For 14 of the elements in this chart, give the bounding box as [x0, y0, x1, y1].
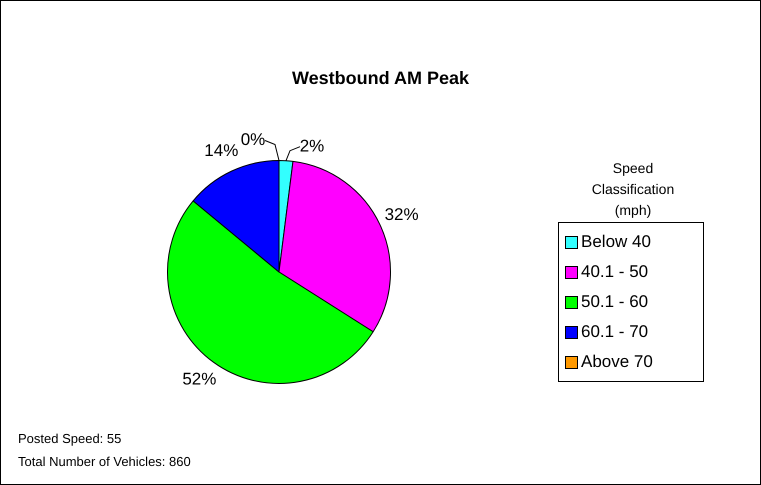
data-label: 2%: [300, 136, 324, 156]
data-label: 52%: [182, 370, 216, 389]
text: 0%: [240, 130, 266, 150]
legend-title: Speed Classification (mph): [590, 159, 676, 220]
legend-label: 50.1 - 60: [581, 292, 648, 312]
text: Total Number of Vehicles: 860: [18, 453, 191, 471]
data-label: 32%: [384, 204, 419, 224]
chart-title: Westbound AM Peak: [290, 68, 470, 89]
legend-label: Below 40: [581, 232, 651, 252]
text: Posted Speed: 55: [18, 430, 122, 448]
legend-label: 60.1 - 70: [581, 322, 648, 342]
legend-label: Above 70: [581, 352, 653, 372]
data-label: 14%: [204, 140, 238, 160]
legend-label: 40.1 - 50: [581, 262, 648, 282]
